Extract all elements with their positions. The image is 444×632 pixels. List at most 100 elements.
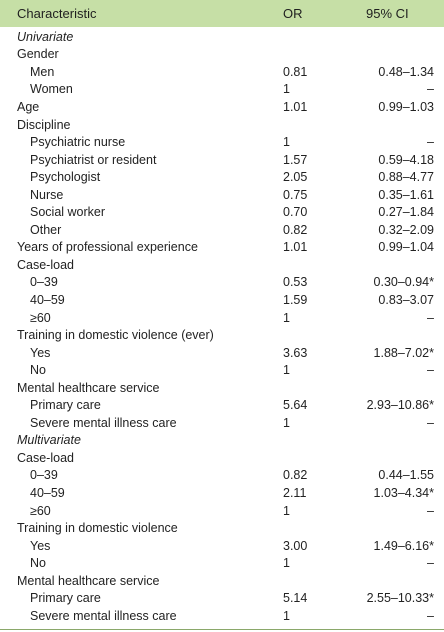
- row-characteristic: Women: [30, 82, 73, 97]
- table-bottom-rule: [0, 628, 444, 630]
- row-characteristic: 40–59: [30, 485, 65, 500]
- row-characteristic: Yes: [30, 538, 51, 553]
- row-ci: 0.44–1.55: [378, 468, 434, 483]
- row-characteristic: Age: [17, 99, 40, 114]
- row-or: 1: [283, 135, 290, 150]
- row-or: 1.01: [283, 240, 308, 255]
- table-row: Nurse 0.75 0.35–1.61: [0, 186, 444, 204]
- table-row: Age 1.01 0.99–1.03: [0, 98, 444, 116]
- row-characteristic: 0–39: [30, 275, 58, 290]
- row-ci: 1.03–4.34*: [373, 485, 434, 500]
- row-ci: 0.59–4.18: [378, 152, 434, 167]
- row-characteristic: Training in domestic violence: [17, 521, 178, 536]
- row-or: 1: [283, 415, 290, 430]
- row-characteristic: No: [30, 556, 46, 571]
- row-or: 1: [283, 82, 290, 97]
- table-row: Mental healthcare service: [0, 572, 444, 590]
- row-ci: 0.27–1.84: [378, 205, 434, 220]
- table-row: Severe mental illness care 1 –: [0, 414, 444, 432]
- row-ci: 1.88–7.02*: [373, 345, 434, 360]
- header-or: OR: [283, 6, 303, 21]
- table-row: Social worker 0.70 0.27–1.84: [0, 203, 444, 221]
- row-or: 2.05: [283, 170, 308, 185]
- table-row: Case-load: [0, 449, 444, 467]
- row-characteristic: Mental healthcare service: [17, 573, 160, 588]
- row-characteristic: Training in domestic violence (ever): [17, 328, 214, 343]
- row-characteristic: 40–59: [30, 292, 65, 307]
- row-characteristic: Mental healthcare service: [17, 380, 160, 395]
- row-ci: 2.93–10.86*: [366, 398, 434, 413]
- row-ci: –: [427, 503, 434, 518]
- row-or: 1.57: [283, 152, 308, 167]
- row-characteristic: Nurse: [30, 187, 64, 202]
- row-ci: –: [427, 415, 434, 430]
- row-ci: 0.88–4.77: [378, 170, 434, 185]
- row-characteristic: Psychologist: [30, 170, 101, 185]
- row-characteristic: ≥60: [30, 503, 51, 518]
- table-row: Psychiatric nurse 1 –: [0, 133, 444, 151]
- row-or: 0.82: [283, 222, 308, 237]
- table-body: Univariate Gender Men 0.81 0.48–1.34 Women 1– A…: [0, 27, 444, 625]
- row-or: 3.63: [283, 345, 308, 360]
- row-or: 0.81: [283, 64, 308, 79]
- row-characteristic: Primary care: [30, 398, 101, 413]
- table-row: Yes 3.00 1.49–6.16*: [0, 537, 444, 555]
- header-ci: 95% CI: [366, 6, 409, 21]
- table-row: No 1 –: [0, 361, 444, 379]
- table-row: Discipline: [0, 116, 444, 134]
- table-row: Training in domestic violence (ever): [0, 326, 444, 344]
- row-or: 0.82: [283, 468, 308, 483]
- table-header: Characteristic OR 95% CI: [0, 0, 444, 27]
- row-ci: –: [427, 608, 434, 623]
- table-row: Gender: [0, 46, 444, 64]
- row-characteristic: No: [30, 363, 46, 378]
- table-row: Women 1 –: [0, 81, 444, 99]
- row-ci: –: [427, 310, 434, 325]
- row-characteristic: Discipline: [17, 117, 71, 132]
- row-characteristic: Primary care: [30, 591, 101, 606]
- row-characteristic: Other: [30, 222, 62, 237]
- row-characteristic: Severe mental illness care: [30, 608, 177, 623]
- row-or: 0.75: [283, 187, 308, 202]
- table-row: Univariate: [0, 28, 444, 46]
- table-row: No 1 –: [0, 554, 444, 572]
- row-or: 1: [283, 556, 290, 571]
- row-ci: 0.35–1.61: [378, 187, 434, 202]
- row-ci: 0.30–0.94*: [373, 275, 434, 290]
- row-ci: 0.99–1.04: [378, 240, 434, 255]
- row-characteristic: Case-load: [17, 450, 74, 465]
- row-or: 0.70: [283, 205, 308, 220]
- table-row: 0–39 0.82 0.44–1.55: [0, 467, 444, 485]
- table-row: Severe mental illness care 1 –: [0, 607, 444, 625]
- row-or: 0.53: [283, 275, 308, 290]
- row-ci: –: [427, 135, 434, 150]
- row-ci: 0.83–3.07: [378, 292, 434, 307]
- row-characteristic: Psychiatrist or resident: [30, 152, 157, 167]
- row-or: 1: [283, 503, 290, 518]
- table-row: Psychologist 2.05 0.88–4.77: [0, 168, 444, 186]
- header-characteristic: Characteristic: [17, 6, 97, 21]
- table-row: 40–59 2.11 1.03–4.34*: [0, 484, 444, 502]
- table-row: Psychiatrist or resident 1.57 0.59–4.18: [0, 151, 444, 169]
- table-row: Other 0.82 0.32–2.09: [0, 221, 444, 239]
- row-or: 2.11: [283, 485, 307, 500]
- row-characteristic: Univariate: [17, 29, 74, 44]
- table-row: Multivariate: [0, 432, 444, 450]
- row-or: 1.59: [283, 292, 308, 307]
- table-row: Case-load: [0, 256, 444, 274]
- table-row: Years of professional experience 1.01 0.99…: [0, 239, 444, 257]
- row-characteristic: Multivariate: [17, 433, 81, 448]
- row-or: 5.64: [283, 398, 308, 413]
- row-ci: 0.48–1.34: [378, 64, 434, 79]
- row-or: 1: [283, 363, 290, 378]
- table-row: 40–59 1.59 0.83–3.07: [0, 291, 444, 309]
- row-ci: 0.32–2.09: [378, 222, 434, 237]
- table-row: Training in domestic violence: [0, 519, 444, 537]
- row-ci: 1.49–6.16*: [373, 538, 434, 553]
- row-characteristic: Gender: [17, 47, 59, 62]
- row-or: 5.14: [283, 591, 308, 606]
- row-characteristic: Yes: [30, 345, 51, 360]
- row-ci: –: [427, 82, 434, 97]
- row-characteristic: Psychiatric nurse: [30, 135, 126, 150]
